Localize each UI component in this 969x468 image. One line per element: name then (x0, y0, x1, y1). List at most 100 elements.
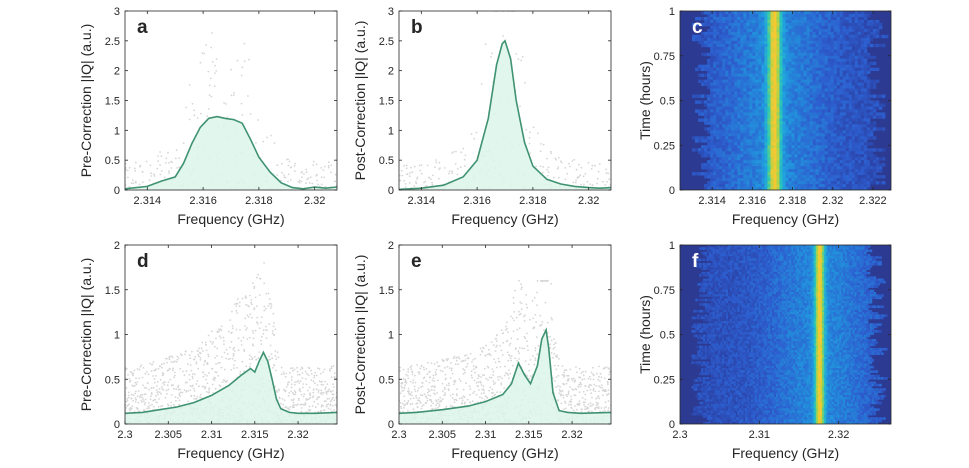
heatmap-cell (755, 142, 759, 146)
heatmap-cell (728, 178, 732, 182)
heatmap-cell (806, 82, 811, 86)
heatmap-cell (824, 118, 829, 122)
heatmap-cell (809, 112, 814, 116)
heatmap-cell (728, 67, 732, 72)
heatmap-cell (872, 25, 877, 30)
heatmap-cell (734, 157, 738, 161)
heatmap-cell (836, 52, 841, 57)
heatmap-cell (806, 106, 811, 110)
scatter-point (572, 181, 575, 184)
heatmap-cell (740, 121, 744, 125)
heatmap-cell (752, 175, 756, 179)
heatmap-cell (830, 166, 835, 170)
scatter-point (567, 162, 570, 165)
heatmap-cell (863, 139, 868, 143)
scatter-point (232, 354, 235, 357)
heatmap-cell (872, 28, 877, 33)
heatmap-cell (818, 178, 823, 182)
heatmap-cell (737, 85, 741, 89)
scatter-point (127, 176, 129, 179)
heatmap-cell (818, 145, 823, 149)
heatmap-cell (722, 187, 726, 190)
heatmap-cell (809, 34, 814, 39)
heatmap-cell (710, 115, 714, 119)
heatmap-cell (740, 52, 744, 57)
heatmap-cell (794, 46, 798, 51)
y-tick-label: 2 (114, 66, 120, 78)
heatmap-cell (746, 109, 750, 113)
heatmap-cell (716, 11, 720, 15)
heatmap-cell (779, 115, 783, 119)
heatmap-cell (848, 154, 853, 158)
heatmap-cell (746, 160, 750, 164)
heatmap-cell (707, 187, 711, 190)
heatmap-cell (848, 46, 853, 51)
scatter-point (177, 386, 179, 389)
heatmap-cell (824, 40, 829, 45)
heatmap-cell (818, 85, 823, 89)
heatmap-cell (848, 13, 853, 18)
heatmap-cell (839, 46, 844, 51)
heatmap-cell (842, 154, 847, 158)
heatmap-cell (746, 79, 750, 83)
heatmap-cell (818, 103, 823, 107)
heatmap-cell (713, 22, 717, 27)
heatmap-cell (728, 133, 732, 137)
heatmap-cell (809, 46, 814, 51)
scatter-point (199, 396, 201, 398)
heatmap-cell (860, 187, 865, 190)
heatmap-cell (770, 136, 774, 140)
heatmap-cell (743, 49, 747, 54)
heatmap-cell (725, 160, 729, 164)
scatter-point (305, 171, 308, 174)
heatmap-cell (848, 157, 853, 161)
heatmap-cell (707, 52, 711, 57)
scatter-point (171, 369, 174, 372)
heatmap-cell (812, 40, 817, 45)
heatmap-cell (815, 55, 820, 60)
heatmap-cell (761, 118, 765, 122)
heatmap-cell (692, 172, 696, 176)
heatmap-cell (827, 115, 832, 119)
heatmap-cell (743, 130, 747, 134)
heatmap-cell (797, 109, 801, 113)
heatmap-cell (872, 22, 877, 27)
heatmap-cell (869, 148, 874, 152)
heatmap-cell (869, 160, 874, 164)
heatmap-cell (764, 112, 768, 116)
scatter-point (245, 297, 248, 299)
heatmap-cell (710, 91, 714, 95)
heatmap-cell (713, 16, 717, 21)
heatmap-cell (839, 175, 844, 179)
scatter-point (303, 173, 305, 175)
heatmap-cell (806, 46, 811, 51)
heatmap-cell (758, 70, 762, 75)
heatmap-cell (818, 67, 823, 72)
scatter-point (452, 151, 455, 153)
scatter-point (456, 173, 459, 176)
scatter-point (580, 166, 583, 169)
heatmap-cell (749, 58, 753, 63)
heatmap-cell (713, 40, 717, 45)
heatmap-cell (701, 109, 705, 113)
heatmap-cell (710, 124, 714, 128)
heatmap-cell (785, 163, 789, 167)
heatmap-cell (824, 67, 829, 72)
heatmap-cell (785, 145, 789, 149)
heatmap-cell (800, 91, 804, 95)
heatmap-cell (755, 118, 759, 122)
heatmap-cell (824, 22, 829, 27)
heatmap-cell (770, 127, 774, 131)
heatmap-cell (773, 136, 777, 140)
heatmap-cell (728, 49, 732, 54)
scatter-point (246, 314, 249, 317)
heatmap-cell (743, 55, 747, 60)
heatmap-cell (779, 94, 783, 98)
heatmap-cell (755, 11, 759, 15)
heatmap-cell (854, 151, 859, 155)
heatmap-cell (833, 109, 838, 113)
scatter-point (156, 391, 159, 394)
scatter-point (246, 327, 249, 329)
heatmap-cell (758, 145, 762, 149)
heatmap-cell (728, 85, 732, 89)
